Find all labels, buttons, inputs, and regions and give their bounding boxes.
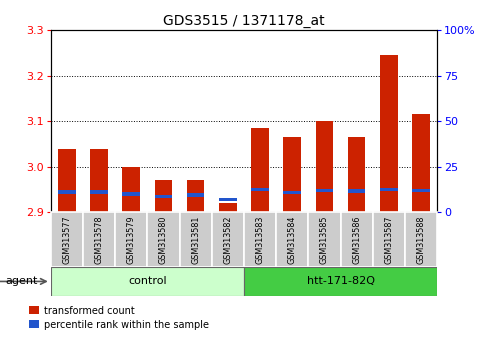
Bar [122,167,140,212]
Bar [315,121,333,212]
Text: htt-171-82Q: htt-171-82Q [307,276,374,286]
Bar [180,212,212,267]
Text: GSM313580: GSM313580 [159,216,168,264]
Bar [315,189,333,192]
Bar [51,267,244,296]
Bar [83,212,115,267]
Bar [412,114,430,212]
Bar [122,192,140,196]
Bar [341,212,373,267]
Bar [115,212,147,267]
Bar [308,212,341,267]
Text: GSM313582: GSM313582 [223,216,232,264]
Bar [212,212,244,267]
Bar [284,190,301,194]
Title: GDS3515 / 1371178_at: GDS3515 / 1371178_at [163,14,325,28]
Text: GSM313581: GSM313581 [191,216,200,264]
Text: GSM313578: GSM313578 [95,216,103,264]
Text: GSM313577: GSM313577 [62,216,71,264]
Bar [147,212,180,267]
Bar [90,149,108,212]
Bar [380,188,398,192]
Text: control: control [128,276,167,286]
Text: GSM313579: GSM313579 [127,216,136,264]
Bar [251,188,269,192]
Bar [348,189,366,193]
Bar [373,212,405,267]
Bar [276,212,308,267]
Bar [58,149,76,212]
Bar [155,181,172,212]
Bar [219,203,237,212]
Bar [348,137,366,212]
Bar [251,128,269,212]
Legend: transformed count, percentile rank within the sample: transformed count, percentile rank withi… [29,306,209,330]
Text: agent: agent [6,276,38,286]
Bar [244,267,437,296]
Bar [284,137,301,212]
Bar [219,198,237,201]
Text: GSM313583: GSM313583 [256,216,265,264]
Bar [187,181,204,212]
Bar [90,190,108,194]
Bar [405,212,437,267]
Text: GSM313586: GSM313586 [352,216,361,264]
Bar [380,55,398,212]
Bar [244,212,276,267]
Text: GSM313585: GSM313585 [320,216,329,264]
Bar [187,193,204,197]
Text: GSM313587: GSM313587 [384,216,393,264]
Bar [412,189,430,192]
Text: GSM313588: GSM313588 [416,216,426,264]
Bar [155,195,172,198]
Bar [58,190,76,194]
Bar [51,212,83,267]
Text: GSM313584: GSM313584 [288,216,297,264]
